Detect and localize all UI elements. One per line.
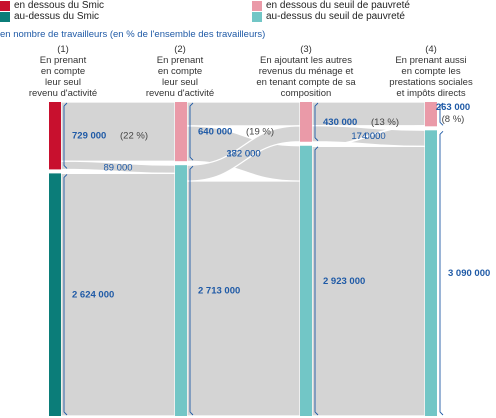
flows — [60, 101, 426, 417]
nodes — [49, 102, 444, 417]
column-number: (1) — [57, 44, 69, 55]
node-value-label: 430 000 — [323, 117, 357, 128]
column-line: en compte les — [401, 66, 461, 77]
column-line: et impôts directs — [396, 88, 466, 99]
node-bracket — [314, 146, 319, 416]
legend-label: en dessous du Smic — [14, 0, 105, 11]
node-percent-label: (19 %) — [246, 127, 274, 138]
node-value-label: 729 000 — [72, 131, 106, 142]
node-bracket — [63, 102, 68, 169]
legend-label: au-dessus du Smic — [14, 11, 100, 22]
column-line: en compte — [157, 66, 203, 77]
node-bar — [300, 145, 312, 417]
node-bracket — [63, 174, 68, 416]
column-header-3: (3) En ajoutant les autres revenus du mé… — [243, 44, 369, 99]
legend-item-below-smic: en dessous du Smic — [0, 0, 104, 11]
node-bar — [300, 102, 312, 142]
node-bracket — [314, 102, 319, 142]
legend-label: au-dessus du seuil de pauvreté — [266, 11, 405, 22]
column-line: composition — [280, 88, 332, 99]
node-bar — [49, 173, 61, 416]
flow-band — [186, 180, 301, 417]
flow-label: 382 000 — [226, 148, 260, 159]
column-header-1: (1) En prenant en compte leur seul reven… — [8, 44, 118, 99]
legend-swatch — [252, 11, 262, 22]
column-line: En prenant — [39, 55, 87, 66]
node-percent-label: (13 %) — [371, 117, 399, 128]
legend-swatch — [0, 0, 10, 11]
column-number: (4) — [425, 44, 437, 55]
flow-label: 174 000 — [351, 131, 385, 142]
node-value-label: 2 713 000 — [198, 286, 240, 297]
legend-swatch — [0, 11, 10, 22]
node-bar — [425, 102, 437, 127]
legend-label: en dessous du seuil de pauvreté — [266, 0, 410, 11]
column-line: revenu d'activité — [145, 88, 215, 99]
node-percent-label: (8 %) — [442, 114, 465, 125]
legend-item-below-poverty: en dessous du seuil de pauvreté — [252, 0, 410, 11]
column-line: En prenant aussi — [395, 55, 467, 66]
node-value-label: 640 000 — [198, 127, 232, 138]
node-bracket — [439, 102, 444, 126]
legend-swatch — [252, 0, 262, 11]
legend-item-above-smic: au-dessus du Smic — [0, 11, 99, 22]
flow-label: 89 000 — [103, 162, 132, 173]
column-line: en tenant compte de sa — [256, 77, 356, 88]
node-percent-label: (22 %) — [120, 131, 148, 142]
column-line: en compte — [40, 66, 86, 77]
column-line: leur seul — [45, 77, 81, 88]
legend: en dessous du Smic en dessous du seuil d… — [0, 0, 496, 22]
flow-label: 7 000 — [357, 131, 381, 142]
column-line: revenu d'activité — [28, 88, 98, 99]
flow-label: 172 000 — [226, 148, 260, 159]
column-line: En ajoutant les autres — [260, 55, 352, 66]
node-bracket — [189, 165, 194, 416]
column-header-4: (4) En prenant aussi en compte les prest… — [381, 44, 481, 99]
node-bar — [175, 165, 187, 416]
column-line: prestations sociales — [389, 77, 473, 88]
column-number: (2) — [174, 44, 186, 55]
node-value-label: 2 923 000 — [323, 276, 365, 287]
node-value-label: 3 090 000 — [448, 268, 490, 279]
column-line: leur seul — [162, 77, 198, 88]
node-bar — [175, 102, 187, 162]
node-value-label: 2 624 000 — [72, 290, 114, 301]
legend-item-above-poverty: au-dessus du seuil de pauvreté — [252, 11, 405, 22]
column-line: En prenant — [156, 55, 204, 66]
node-bar — [49, 102, 61, 170]
column-header-2: (2) En prenant en compte leur seul reven… — [135, 44, 225, 99]
column-line: revenus du ménage et — [258, 66, 354, 77]
node-bar — [425, 130, 437, 416]
flow-band — [311, 125, 426, 148]
column-number: (3) — [300, 44, 312, 55]
node-value-label: 263 000 — [436, 102, 470, 113]
node-bracket — [189, 102, 194, 161]
node-bracket — [439, 130, 444, 416]
flow-band — [186, 101, 301, 127]
flow-band — [60, 101, 176, 162]
chart-subtitle: en nombre de travailleurs (en % de l'ens… — [0, 29, 266, 40]
